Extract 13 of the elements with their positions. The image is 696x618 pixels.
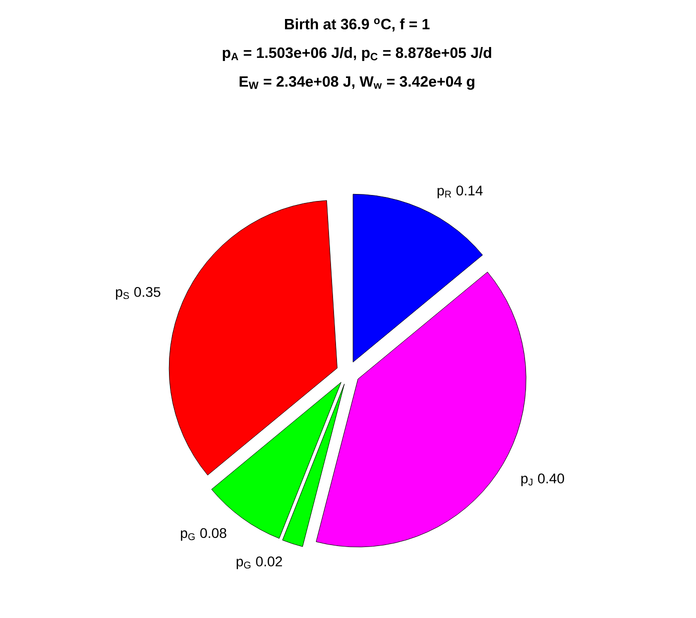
data-label: 0.40 [538,474,564,484]
data-label: 0.35 [134,287,160,297]
data-label: 0.08 [200,528,226,538]
text: E$_{W}$ = 2.34e+08 J, W$_{w}$ = 3.42e+04 g [240,76,474,90]
slice-label: p$_{G}$ [180,530,195,541]
data-label: 0.14 [456,186,483,196]
slice-label: p$_{R}$ [438,188,452,198]
slice-label: p$_{S}$ [116,289,129,300]
chart-subtitle: p$_{A}$ = 1.503e+06 J/d, p$_{C}$ = 8.878e+05 J/d [222,47,492,61]
slice-label: p$_{J}$ [521,476,532,486]
chart-title: Birth at 36.9 $^{o}$C, f = 1 [285,18,430,32]
slice-label: p$_{G}$ [236,558,250,570]
data-label: 0.02 [256,556,282,566]
